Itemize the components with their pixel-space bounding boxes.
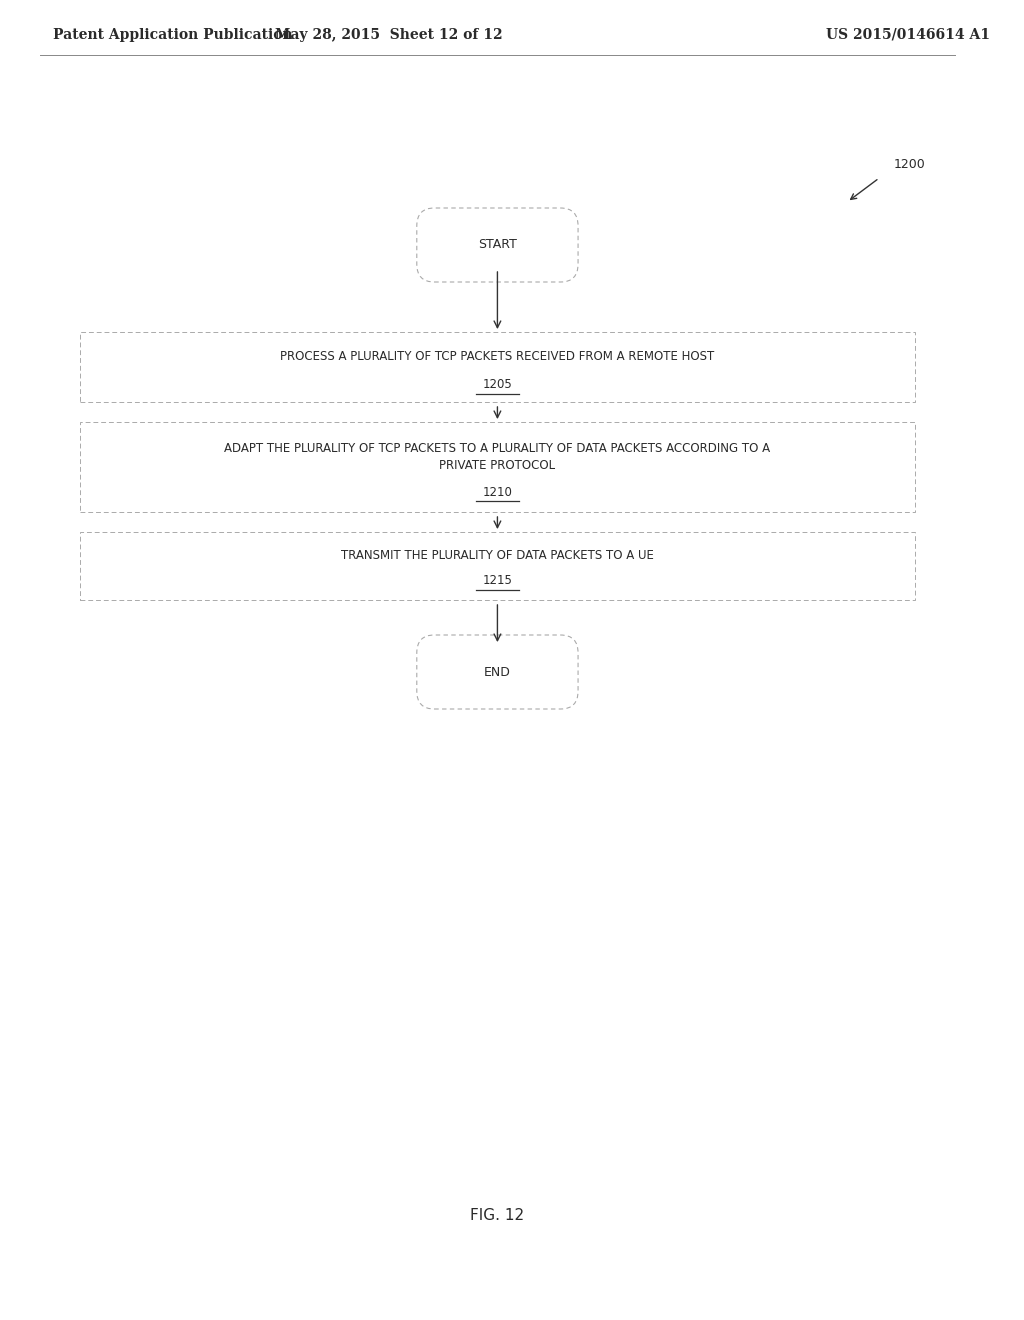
Text: 1215: 1215: [482, 574, 512, 587]
Text: US 2015/0146614 A1: US 2015/0146614 A1: [825, 28, 990, 42]
Text: TRANSMIT THE PLURALITY OF DATA PACKETS TO A UE: TRANSMIT THE PLURALITY OF DATA PACKETS T…: [341, 549, 654, 562]
FancyBboxPatch shape: [417, 209, 579, 282]
Text: PROCESS A PLURALITY OF TCP PACKETS RECEIVED FROM A REMOTE HOST: PROCESS A PLURALITY OF TCP PACKETS RECEI…: [281, 350, 715, 363]
Text: 1205: 1205: [482, 378, 512, 391]
Text: 1200: 1200: [894, 158, 926, 172]
Text: ADAPT THE PLURALITY OF TCP PACKETS TO A PLURALITY OF DATA PACKETS ACCORDING TO A: ADAPT THE PLURALITY OF TCP PACKETS TO A …: [224, 442, 770, 455]
Text: START: START: [478, 239, 517, 252]
FancyBboxPatch shape: [417, 635, 579, 709]
FancyBboxPatch shape: [80, 422, 915, 512]
Text: 1210: 1210: [482, 486, 512, 499]
Text: FIG. 12: FIG. 12: [470, 1208, 524, 1222]
Text: May 28, 2015  Sheet 12 of 12: May 28, 2015 Sheet 12 of 12: [274, 28, 503, 42]
Text: END: END: [484, 665, 511, 678]
FancyBboxPatch shape: [80, 532, 915, 601]
Text: Patent Application Publication: Patent Application Publication: [53, 28, 293, 42]
FancyBboxPatch shape: [80, 333, 915, 403]
Text: PRIVATE PROTOCOL: PRIVATE PROTOCOL: [439, 459, 555, 471]
